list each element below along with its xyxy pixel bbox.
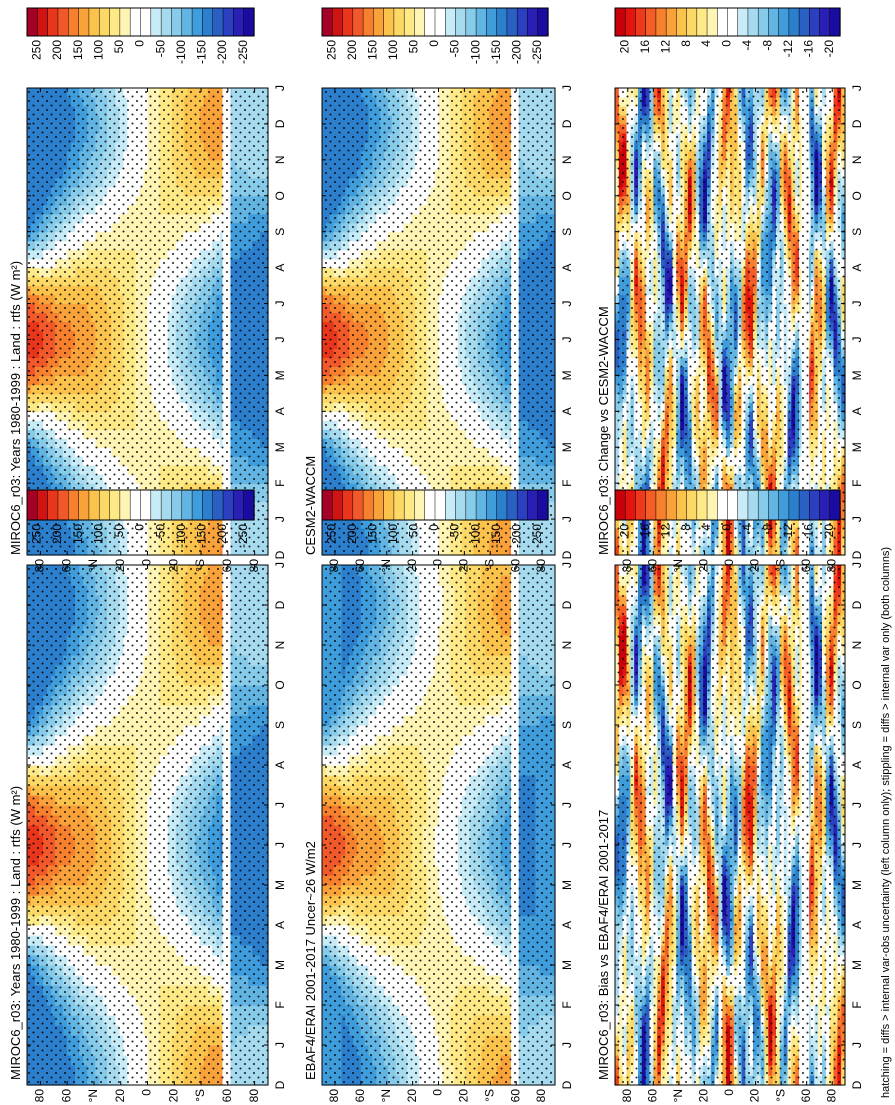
month-tick-label: J xyxy=(273,562,287,568)
month-tick-label: J xyxy=(273,1042,287,1048)
month-tick-label: S xyxy=(273,721,287,729)
month-tick-label: F xyxy=(273,1001,287,1008)
lat-tick-label: 60 xyxy=(220,1089,234,1103)
lat-tick-label: 80 xyxy=(33,1089,47,1103)
month-tick-label: A xyxy=(273,761,287,769)
month-tick-label: D xyxy=(273,1080,287,1089)
month-tick-label: M xyxy=(273,880,287,890)
month-tick-label: D xyxy=(273,600,287,609)
lat-tick-label: °N xyxy=(86,1089,100,1102)
lat-tick-label: 0 xyxy=(140,1089,154,1096)
month-tick-label: J xyxy=(273,802,287,808)
month-tick-label: O xyxy=(273,680,287,689)
lat-tick-label: 20 xyxy=(166,1089,180,1103)
stippling-overlay xyxy=(27,565,268,1085)
month-tick-label: J xyxy=(273,842,287,848)
month-tick-label: A xyxy=(273,921,287,929)
lat-tick-label: °S xyxy=(193,1089,207,1102)
lat-tick-label: 20 xyxy=(113,1089,127,1103)
lat-tick-label: 80 xyxy=(247,1089,261,1103)
month-tick-label: N xyxy=(273,641,287,650)
panel-1: D J F M A M J J A S O N D J 80 60 °N 20 0 20 °S 60 80 MIROC6_r0… xyxy=(8,562,287,1102)
panels-layer: D J F M A M J J A S O N D J 80 60 °N 20 0 20 °S 60 80 MIROC6_r0… xyxy=(8,85,864,1102)
panel-title: MIROC6_r03: Years 1980-1999 : Land : rtf… xyxy=(8,786,23,1080)
lat-tick-label: 60 xyxy=(59,1089,73,1103)
month-tick-label: M xyxy=(273,960,287,970)
